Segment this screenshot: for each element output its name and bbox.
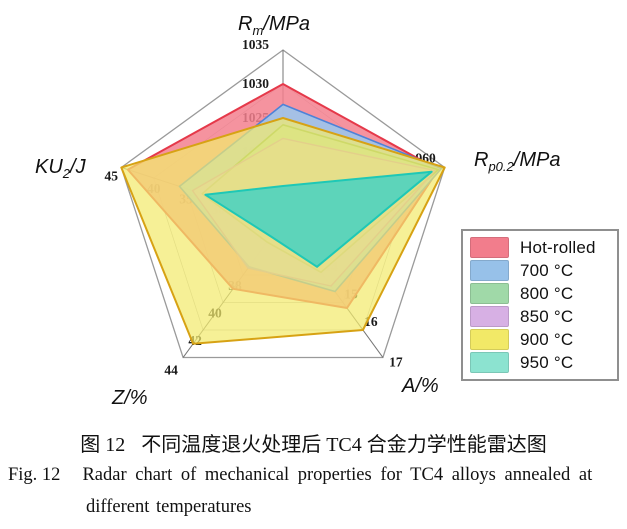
legend-label: 700 °C bbox=[520, 260, 574, 280]
caption-en-line2: different temperatures bbox=[86, 497, 252, 517]
caption-zh-text: 不同温度退火处理后 TC4 合金力学性能雷达图 bbox=[141, 434, 547, 456]
axis-title-rm: Rm/MPa bbox=[238, 13, 310, 38]
caption-zh-label: 图 12 bbox=[80, 434, 126, 456]
legend-label: 850 °C bbox=[520, 306, 574, 326]
legend-item: Hot-rolled bbox=[470, 236, 610, 259]
caption-english: Fig. 12 Radar chart of mechanical propert… bbox=[0, 465, 627, 518]
axis-tick-label: 1030 bbox=[242, 76, 269, 91]
legend-item: 700 °C bbox=[470, 259, 610, 282]
axis-title-rp02: Rp0.2/MPa bbox=[474, 149, 560, 174]
legend-swatch bbox=[470, 329, 509, 350]
caption-en-label: Fig. 12 bbox=[8, 465, 61, 485]
legend-swatch bbox=[470, 352, 509, 373]
caption-en-line1: Fig. 12 Radar chart of mechanical propert… bbox=[8, 465, 627, 486]
axis-tick-label: 45 bbox=[105, 169, 119, 184]
legend-item: 800 °C bbox=[470, 282, 610, 305]
legend-label: Hot-rolled bbox=[520, 237, 596, 257]
legend-swatch bbox=[470, 237, 509, 258]
series-polygon-950-c bbox=[204, 170, 433, 268]
legend-swatch bbox=[470, 260, 509, 281]
axis-title-z: Z/% bbox=[111, 387, 148, 409]
legend-label: 800 °C bbox=[520, 283, 574, 303]
legend-swatch bbox=[470, 283, 509, 304]
caption-en-text: Radar chart of mechanical properties for… bbox=[82, 465, 593, 485]
axis-tick-label: 17 bbox=[389, 355, 403, 370]
legend-label: 950 °C bbox=[520, 352, 574, 372]
legend-item: 850 °C bbox=[470, 305, 610, 328]
caption-chinese: 图 12 不同温度退火处理后 TC4 合金力学性能雷达图 bbox=[0, 428, 627, 457]
radar-chart: 1035103010251020960171615144442403845403… bbox=[35, 13, 560, 409]
axis-title-a: A/% bbox=[401, 375, 439, 397]
legend-item: 900 °C bbox=[470, 328, 610, 351]
axis-title-ku2: KU2/J bbox=[35, 156, 87, 181]
legend-label: 900 °C bbox=[520, 329, 574, 349]
radar-chart-area: 1035103010251020960171615144442403845403… bbox=[35, 13, 619, 409]
axis-tick-label: 1035 bbox=[242, 37, 269, 52]
legend-swatch bbox=[470, 306, 509, 327]
legend-item: 950 °C bbox=[470, 351, 610, 374]
chart-legend: Hot-rolled 700 °C 800 °C 850 °C 900 °C 950 °C bbox=[461, 229, 619, 381]
radar-outer-ring bbox=[120, 49, 446, 359]
axis-tick-label: 44 bbox=[164, 363, 178, 378]
